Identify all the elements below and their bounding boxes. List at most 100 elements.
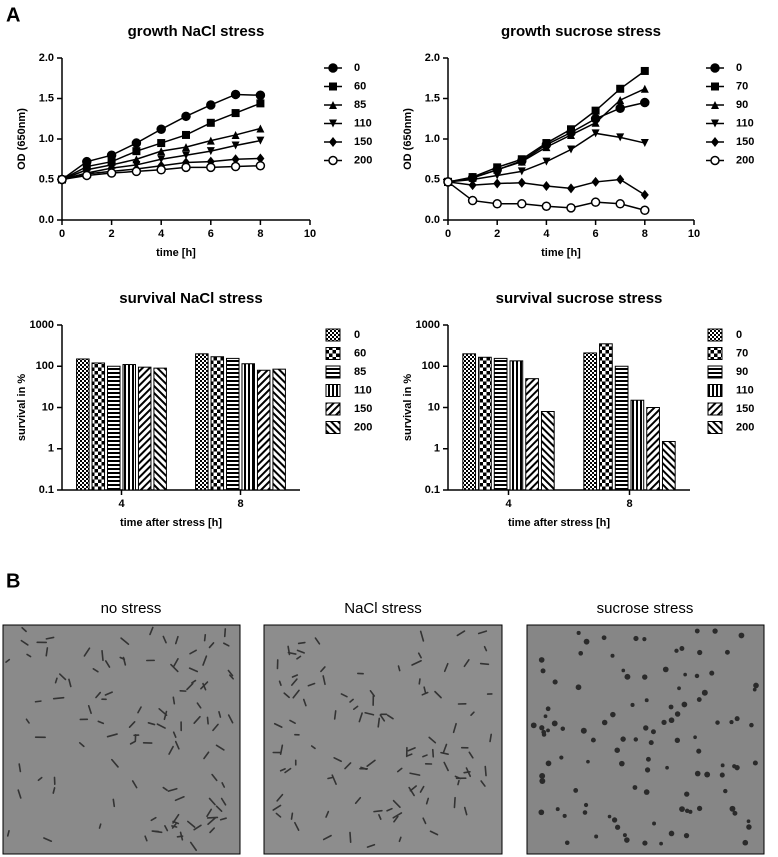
legend-swatch [325,402,341,416]
cell [310,745,316,750]
cell [172,696,176,705]
marker [255,160,266,171]
marker [591,129,600,138]
cell [191,679,197,684]
cell [187,820,196,828]
cell [668,704,674,710]
cell [749,722,754,728]
marker [542,139,551,148]
bar [509,360,524,491]
cell [683,833,690,839]
cell [111,758,119,768]
cell [206,808,213,818]
cell [379,714,386,722]
cell [440,751,449,755]
x-tick-label: 10 [688,228,700,240]
cell [6,830,10,837]
cell [283,692,290,699]
legend-marker [711,82,719,91]
cell [172,731,177,738]
cell [429,830,439,836]
cell [151,830,163,834]
image-title: NaCl stress [344,600,422,617]
legend-label: 90 [736,366,748,378]
x-tick-label: 6 [593,228,599,240]
cell [483,645,488,652]
cell [752,760,758,766]
marker [492,199,502,209]
legend-label: 200 [736,154,754,166]
cell [480,780,486,787]
cell [289,719,296,724]
cell [393,815,399,823]
marker [82,170,92,181]
cell [582,810,588,815]
cell [679,646,685,651]
cell [594,834,599,839]
legend-marker [711,119,719,128]
cell [555,807,560,812]
cell [167,787,178,792]
y-axis-label: survival in % [16,374,28,441]
cell [452,722,457,734]
cell [679,806,685,812]
marker [615,103,625,113]
cell [273,722,283,728]
micrograph [263,624,503,855]
cell [120,637,130,645]
cell [149,626,154,636]
y-axis-label: OD (650nm) [16,108,28,170]
cell [742,839,749,846]
cell [352,705,359,711]
cell [37,776,43,782]
cell [220,797,227,806]
cell [668,830,675,837]
cell [590,737,596,743]
cell [26,653,32,658]
cell [661,719,667,726]
cell [276,793,284,802]
legend-swatch [325,421,341,434]
legend-label: 200 [736,421,754,433]
marker [157,147,166,156]
cell [681,701,688,708]
y-tick-label: 1 [434,443,440,455]
series-line [447,88,646,183]
cell [279,768,286,772]
cell [203,633,207,642]
cell [539,772,546,779]
legend-marker [710,63,720,73]
marker [256,136,265,145]
x-tick-label: 4 [505,498,512,510]
marker [131,138,142,148]
y-tick-label: 1 [48,443,54,455]
y-tick-label: 0.5 [425,173,440,185]
legend-swatch [707,421,723,434]
bar [661,440,676,491]
legend-marker [329,101,337,109]
marker [591,176,600,187]
cell [644,698,649,703]
cell [58,673,67,681]
marker [616,174,625,185]
cell [559,755,564,760]
marker [131,166,142,177]
cell [163,710,168,721]
cell [541,729,547,735]
cell [272,804,282,811]
bar [256,369,271,491]
marker [640,66,649,75]
cell [172,813,180,824]
cell [358,712,363,723]
legend-swatch [707,328,723,342]
cell [418,678,421,685]
marker [616,96,625,105]
marker [591,106,600,115]
cell [83,647,91,657]
marker [181,111,191,122]
cell [580,727,587,734]
cell [360,766,368,770]
cell [454,775,462,780]
marker [517,199,527,209]
